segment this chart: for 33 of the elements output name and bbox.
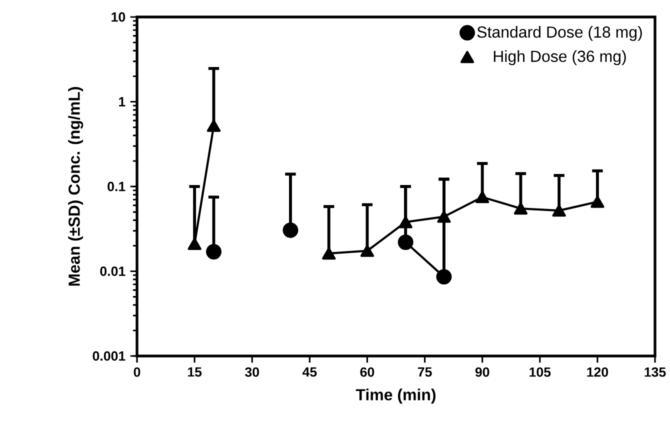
legend-label: High Dose (36 mg) [494,50,626,66]
point [514,202,528,215]
x-tick-label: 60 [360,367,374,377]
point [322,247,336,260]
x-tick-label: 120 [587,367,608,377]
point [282,222,298,238]
point [437,210,451,223]
x-axis-title: Time (min) [356,388,436,404]
x-tick-label: 105 [530,367,551,377]
point [188,238,202,250]
point [206,120,221,132]
legend-label: Standard Dose (18 mg) [477,26,642,41]
y-tick-label: 0.1 [108,182,126,192]
y-tick-label: 0.001 [92,351,126,361]
x-tick-label: 15 [188,367,202,377]
point [360,244,374,257]
y-axis-title: Mean (±SD) Conc. (ng/mL) [68,87,84,286]
point [398,234,414,250]
point [206,244,222,260]
x-tick-label: 135 [644,367,666,377]
point [436,269,452,285]
point [590,196,604,208]
y-tick-label: 10 [112,12,126,22]
point [398,216,412,228]
point [552,204,566,217]
x-tick-label: 45 [302,367,317,377]
point [475,191,490,204]
x-tick-label: 30 [245,367,259,377]
y-tick-label: 0.01 [100,266,126,276]
x-tick-label: 75 [418,367,432,377]
x-tick-label: 90 [475,367,490,377]
y-tick-label: 1 [119,97,126,106]
x-tick-label: 0 [134,367,140,377]
